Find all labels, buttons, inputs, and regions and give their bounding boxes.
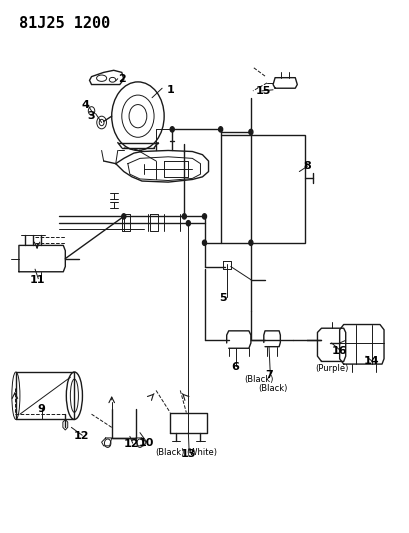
Circle shape [219,127,222,132]
Text: 15: 15 [255,86,271,96]
Circle shape [249,130,253,135]
Text: 81J25 1200: 81J25 1200 [19,16,110,31]
Text: 12: 12 [74,431,89,441]
Text: 10: 10 [138,438,154,448]
Text: 11: 11 [29,274,45,285]
Text: 2: 2 [118,74,126,84]
Circle shape [170,127,174,132]
Circle shape [249,240,253,245]
Text: 9: 9 [37,404,45,414]
Text: 6: 6 [231,362,239,372]
Text: 16: 16 [332,346,348,356]
Text: 4: 4 [81,100,90,110]
Text: 5: 5 [219,293,227,303]
Circle shape [182,214,187,219]
Text: 12: 12 [124,439,139,449]
Text: 14: 14 [364,357,380,367]
Text: (Black): (Black) [155,448,185,457]
Circle shape [202,214,207,219]
Circle shape [202,240,207,245]
Text: 7: 7 [265,369,273,379]
Text: 3: 3 [88,111,95,120]
Text: 13: 13 [181,449,196,459]
Text: (Purple): (Purple) [315,364,348,373]
Text: (White): (White) [186,448,217,457]
Circle shape [187,221,190,226]
Text: (Black): (Black) [244,375,274,384]
Text: 1: 1 [166,85,174,95]
Text: 8: 8 [303,161,311,171]
Circle shape [122,214,126,219]
Text: (Black): (Black) [258,384,288,393]
